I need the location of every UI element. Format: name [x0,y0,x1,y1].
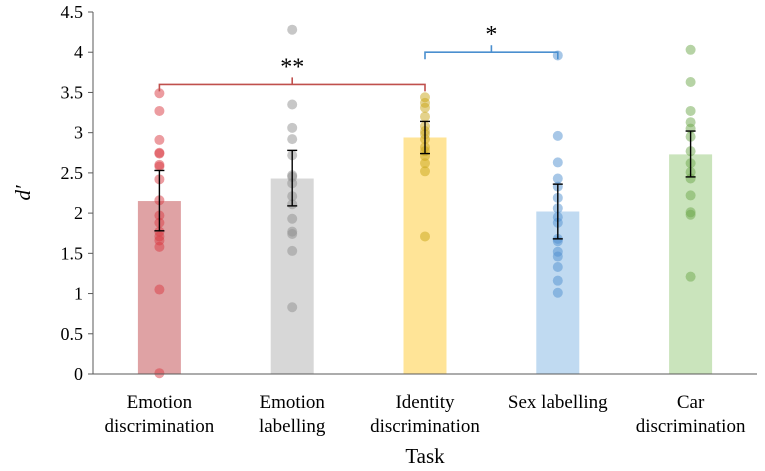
y-tick-label: 4.5 [61,2,84,22]
x-category-label-line: discrimination [370,416,480,437]
data-point [287,100,297,110]
data-point [287,246,297,256]
significance-bracket [159,84,425,91]
significance-bracket [425,52,558,59]
y-tick-label: 1 [74,284,83,304]
y-tick-label: 3.5 [61,82,84,102]
data-point [420,112,430,122]
x-category-label-line: discrimination [105,416,215,437]
data-point [686,272,696,282]
x-category-label: Emotion discrimination [105,392,215,437]
y-tick-label: 0 [74,364,83,384]
bar-chart: 00.511.522.533.544.5 *** Emotiondiscrimi… [0,0,765,471]
data-point [553,131,563,141]
x-category-label-line: Car [677,392,705,413]
y-tick-label: 4 [74,42,83,62]
data-point [154,368,164,378]
x-category-label-line: discrimination [636,416,746,437]
data-point [287,214,297,224]
data-point [154,135,164,145]
significance-label: ** [280,54,304,80]
x-category-label-line: Sex labelling [508,392,608,413]
data-point [553,252,563,262]
data-point [287,134,297,144]
x-category-label-line: Identity [395,392,455,413]
x-category-label-line: Emotion [127,392,193,413]
significance-brackets: *** [159,22,557,91]
data-point [420,103,430,113]
x-category-label: Car discrimination [636,392,746,437]
data-point [154,285,164,295]
y-axis: 0 0.5 1 1.5 2 2.5 3 3.5 4 4.5 [61,2,94,384]
x-category-label-line: labelling [259,416,326,437]
data-point [154,149,164,159]
data-point [420,231,430,241]
data-point [686,190,696,200]
x-axis-title: Task [405,444,445,468]
data-point [287,123,297,133]
data-point [553,157,563,167]
x-category-label: Emotion labelling [259,392,326,437]
data-point [553,276,563,286]
y-axis-title: d′ [11,185,35,201]
data-point [686,77,696,87]
data-point [686,45,696,55]
y-tick-label: 2 [74,203,83,223]
bar [669,154,712,374]
data-point [154,242,164,252]
y-tick-label: 0.5 [61,324,84,344]
x-category-label-line: Emotion [259,392,325,413]
data-point [420,166,430,176]
data-point [154,106,164,116]
y-tick-label: 2.5 [61,163,84,183]
data-point [287,25,297,35]
data-point [553,288,563,298]
data-point [686,210,696,220]
data-point [287,229,297,239]
significance-label: * [485,22,497,48]
data-point [287,302,297,312]
y-tick-label: 3 [74,123,83,143]
y-tick-label: 1.5 [61,243,84,263]
x-category-label: Identity discrimination [370,392,480,437]
x-category-label: Sex labelling [508,392,608,413]
data-point [553,262,563,272]
x-axis: Emotion discrimination Emotion labelling Ide… [93,374,757,437]
data-point [686,106,696,116]
